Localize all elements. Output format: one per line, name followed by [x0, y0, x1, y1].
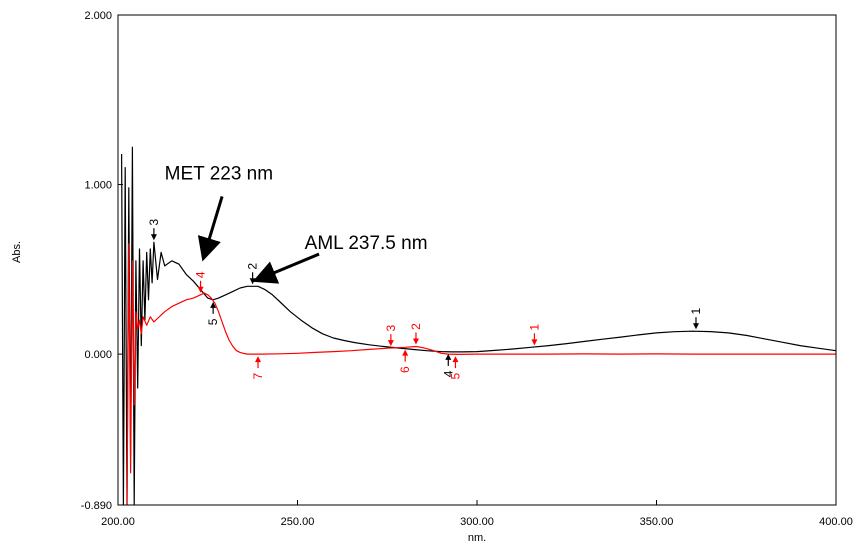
- peak-label: 3: [384, 325, 398, 332]
- peak-label: 4: [441, 370, 455, 377]
- peak-marker: 7: [251, 356, 265, 379]
- peak-marker: 5: [448, 356, 462, 379]
- annotation-arrow: [197, 195, 224, 262]
- peak-marker: 2: [409, 323, 423, 345]
- y-tick-label: -0.890: [81, 500, 112, 512]
- peak-marker: 3: [147, 219, 161, 241]
- series-lines: [121, 146, 836, 505]
- peak-marker: 5: [206, 301, 220, 325]
- x-tick-label: 300.00: [460, 516, 494, 528]
- peak-marker: 6: [398, 349, 412, 373]
- peak-label: 4: [194, 271, 208, 278]
- peak-label: 3: [147, 219, 161, 226]
- peak-marker: 3: [384, 325, 398, 347]
- x-tick-label: 350.00: [640, 516, 674, 528]
- peak-label: 1: [527, 324, 541, 331]
- series-line-2: [126, 243, 836, 505]
- peak-label: 1: [689, 308, 703, 315]
- y-axis-title: Abs.: [11, 241, 23, 263]
- peak-label: 2: [246, 263, 260, 270]
- peak-label: 6: [398, 366, 412, 373]
- peak-marker: 1: [527, 324, 541, 346]
- annotation-label: MET 223 nm: [165, 163, 273, 184]
- y-tick-label: 1.000: [84, 180, 112, 192]
- y-tick-label: 2.000: [84, 10, 112, 22]
- x-tick-label: 200.00: [101, 516, 135, 528]
- annotation-arrow: [252, 252, 320, 284]
- annotation-label: AML 237.5 nm: [305, 233, 428, 254]
- peak-marker: 1: [689, 308, 703, 330]
- peak-marker: 4: [194, 271, 208, 293]
- peak-label: 5: [448, 372, 462, 379]
- annotations: MET 223 nm AML 237.5 nm: [165, 163, 428, 284]
- x-tick-label: 250.00: [281, 516, 315, 528]
- peak-label: 7: [251, 372, 265, 379]
- x-axis-title: nm.: [468, 532, 486, 544]
- series-line-1: [121, 146, 836, 505]
- peak-marker: 2: [246, 263, 260, 285]
- peak-label: 5: [206, 318, 220, 325]
- y-tick-label: 0.000: [84, 349, 112, 361]
- plot-frame: [117, 14, 837, 506]
- axis-ticks: 200.00 250.00 300.00 350.00 400.00 2.000 1.000…: [81, 10, 853, 528]
- peak-marker: 4: [441, 353, 455, 377]
- x-tick-label: 400.00: [819, 516, 853, 528]
- peak-label: 2: [409, 323, 423, 330]
